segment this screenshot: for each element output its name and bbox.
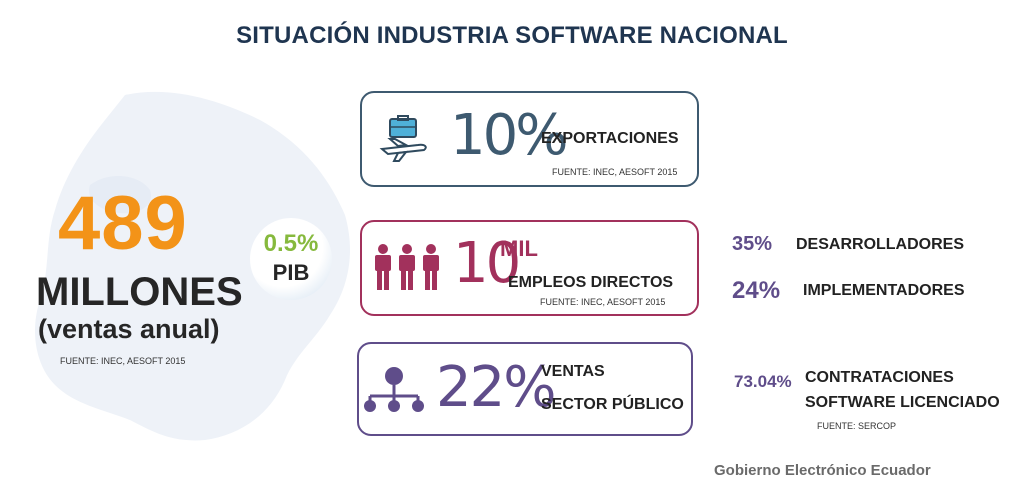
implementers-percent: 24% [732, 277, 781, 304]
public-sales-label-line2: SECTOR PÚBLICO [541, 396, 684, 413]
pib-bubble [250, 218, 332, 300]
sales-unit: MILLONES [36, 270, 243, 314]
pib-label: PIB [272, 260, 310, 285]
jobs-label: EMPLEOS DIRECTOS [508, 274, 674, 291]
public-sales-percent: 22% [436, 355, 556, 420]
implementers-label: IMPLEMENTADORES [803, 282, 965, 299]
developers-label: DESARROLLADORES [796, 236, 965, 253]
exports-source: FUENTE: INEC, AESOFT 2015 [552, 167, 678, 177]
exports-label: EXPORTACIONES [541, 130, 679, 147]
jobs-source: FUENTE: INEC, AESOFT 2015 [540, 297, 666, 307]
licensed-software-label-line1: CONTRATACIONES [805, 369, 954, 386]
hierarchy-icon [364, 367, 424, 412]
public-sales-label-line1: VENTAS [541, 363, 605, 380]
page-title: SITUACIÓN INDUSTRIA SOFTWARE NACIONAL [236, 22, 788, 49]
sales-source: FUENTE: INEC, AESOFT 2015 [60, 356, 186, 366]
pib-value: 0.5% [263, 230, 319, 257]
jobs-card [360, 220, 699, 316]
public-sales-card [357, 342, 693, 436]
jobs-number: 10 [453, 231, 521, 296]
jobs-suffix: MIL [500, 236, 538, 261]
sales-subtitle: (ventas anual) [38, 314, 220, 344]
exports-percent: 10% [450, 103, 568, 168]
licensed-software-percent: 73.04% [734, 372, 792, 391]
sales-amount: 489 [58, 181, 188, 266]
ecuador-map-silhouette [35, 91, 350, 441]
developers-percent: 35% [732, 233, 773, 255]
people-icon [375, 244, 439, 290]
licensed-software-source: FUENTE: SERCOP [817, 421, 897, 431]
briefcase-airplane-icon [379, 115, 427, 162]
exports-card [360, 91, 699, 187]
footer-credit: Gobierno Electrónico Ecuador [714, 462, 931, 479]
licensed-software-label-line2: SOFTWARE LICENCIADO [805, 394, 1000, 411]
